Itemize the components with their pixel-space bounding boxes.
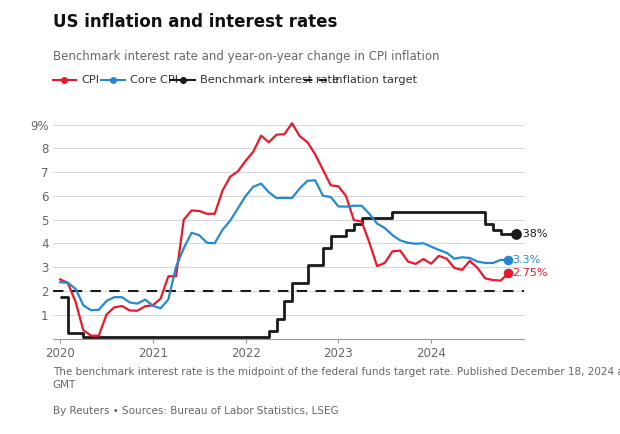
Text: 3.3%: 3.3% (512, 255, 541, 265)
Point (503, 256, 513, 263)
Point (512, 231, 521, 238)
Text: 4.38%: 4.38% (512, 230, 547, 240)
Point (503, 270, 513, 276)
Text: CPI: CPI (81, 75, 99, 85)
Text: The benchmark interest rate is the midpoint of the federal funds target rate. Pu: The benchmark interest rate is the midpo… (53, 367, 620, 390)
Text: By Reuters • Sources: Bureau of Labor Statistics, LSEG: By Reuters • Sources: Bureau of Labor St… (53, 406, 339, 416)
Text: US inflation and interest rates: US inflation and interest rates (53, 13, 337, 31)
Text: Benchmark interest rate and year-on-year change in CPI inflation: Benchmark interest rate and year-on-year… (53, 50, 439, 63)
Text: Benchmark interest rate: Benchmark interest rate (200, 75, 339, 85)
Text: 2.75%: 2.75% (512, 268, 547, 278)
Text: Inflation target: Inflation target (332, 75, 417, 85)
Text: Core CPI: Core CPI (130, 75, 178, 85)
